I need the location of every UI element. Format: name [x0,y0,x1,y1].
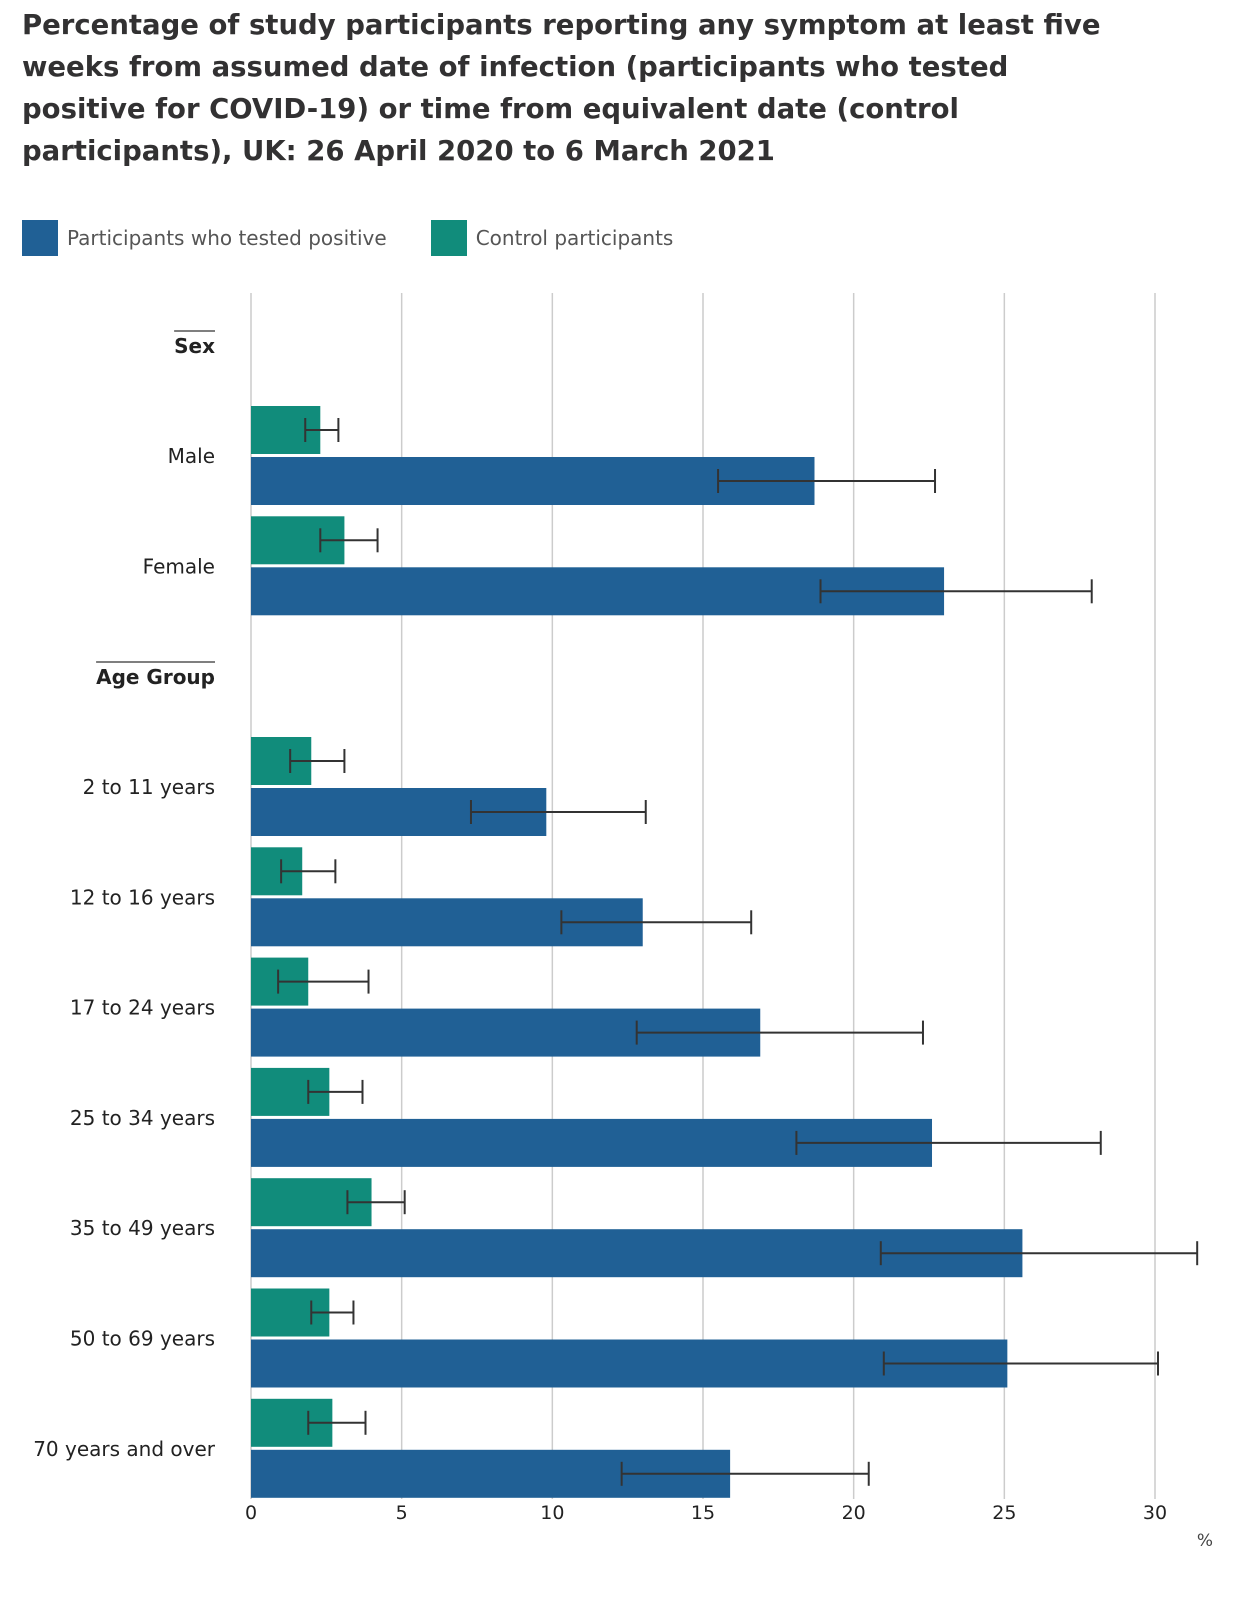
legend-item-positive: Participants who tested positive [22,220,387,256]
legend-swatch-positive [22,220,58,256]
x-tick-label: 30 [1143,1502,1167,1524]
category-label: 25 to 34 years [70,1106,215,1130]
category-label: 17 to 24 years [70,996,215,1020]
legend-label-control: Control participants [475,226,674,250]
legend-swatch-control [430,220,467,256]
group-label-1: Age Group [96,665,215,689]
legend-label-positive: Participants who tested positive [67,226,387,250]
chart-title: Percentage of study participants reporti… [22,9,1101,167]
bar-positive [251,1339,1008,1388]
category-label: 70 years and over [33,1437,216,1461]
category-label: 2 to 11 years [83,775,215,799]
x-axis-unit-label: % [1197,1531,1213,1551]
x-tick-label: 20 [842,1502,866,1524]
x-tick-label: 25 [992,1502,1016,1524]
x-tick-label: 0 [245,1502,257,1524]
category-label: 12 to 16 years [70,885,215,909]
x-tick-label: 5 [396,1502,408,1524]
legend: Participants who tested positive Control… [22,220,717,256]
x-tick-label: 10 [540,1502,564,1524]
x-tick-label: 15 [691,1502,715,1524]
category-label: 50 to 69 years [70,1327,215,1351]
category-label: 35 to 49 years [70,1216,215,1240]
legend-item-control: Control participants [430,220,674,256]
category-label: Female [143,554,215,578]
category-label: Male [168,444,215,468]
group-label-0: Sex [174,334,215,358]
